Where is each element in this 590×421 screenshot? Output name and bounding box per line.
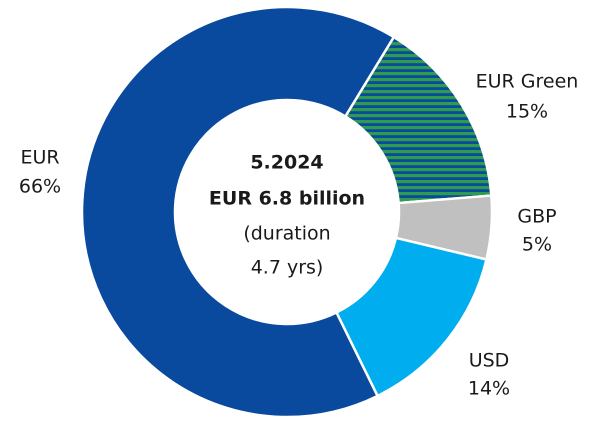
slice — [343, 35, 493, 205]
slice-value: 14% — [468, 378, 510, 400]
center-note: 4.7 yrs) — [251, 257, 324, 279]
donut — [80, 5, 494, 419]
center-title: 5.2024 — [250, 152, 323, 174]
slice-value: 5% — [522, 234, 552, 256]
slice-label: EUR — [20, 147, 59, 169]
center-note: (duration — [243, 223, 330, 245]
slice-value: 66% — [19, 176, 61, 198]
center-amount: EUR 6.8 billion — [209, 188, 365, 210]
slice-value: 15% — [506, 101, 548, 123]
slice-label: GBP — [517, 206, 556, 228]
slice — [80, 5, 396, 419]
slice-label: USD — [469, 350, 510, 372]
slice-label: EUR Green — [476, 71, 579, 93]
